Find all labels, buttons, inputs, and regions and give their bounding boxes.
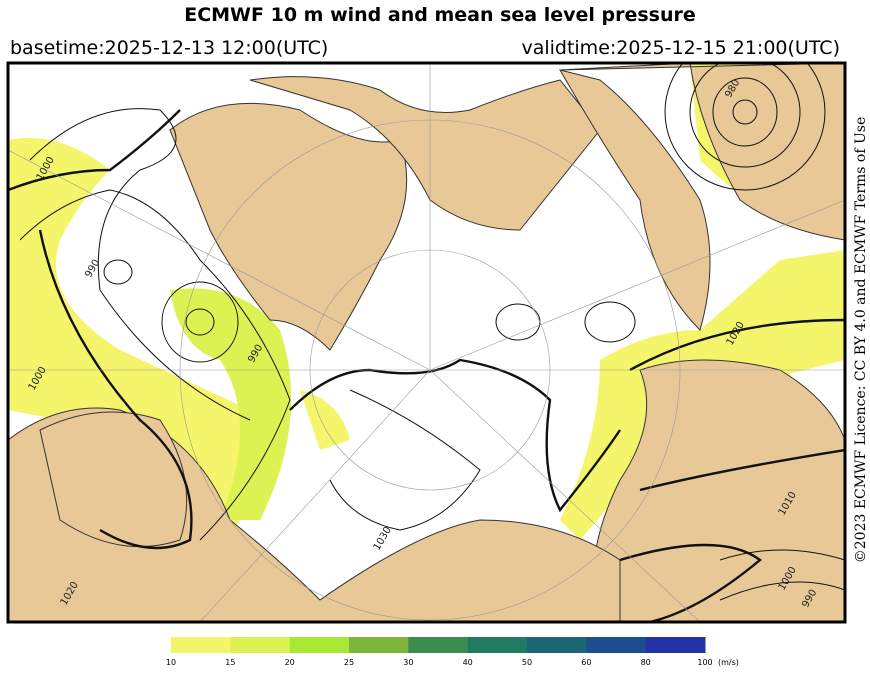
- colorbar-swatch: [289, 637, 350, 653]
- colorbar-label: 20: [285, 658, 295, 667]
- colorbar-label: 50: [522, 658, 532, 667]
- title: ECMWF 10 m wind and mean sea level press…: [184, 4, 696, 26]
- colorbar-label: 60: [581, 658, 591, 667]
- colorbar-swatch: [586, 637, 647, 653]
- copyright: ©2023 ECMWF Licence: CC BY 4.0 and ECMWF…: [853, 117, 869, 564]
- colorbar-swatch: [408, 637, 469, 653]
- colorbar-label: 10: [166, 658, 176, 667]
- colorbar-swatch: [230, 637, 291, 653]
- colorbar-swatch: [171, 637, 231, 653]
- colorbar-label: 40: [463, 658, 473, 667]
- colorbar-swatch: [467, 637, 528, 653]
- colorbar-label: 25: [344, 658, 354, 667]
- validtime: validtime:2025-12-15 21:00(UTC): [521, 37, 840, 59]
- colorbar-swatch: [645, 637, 706, 653]
- colorbar-label: 100: [697, 658, 712, 667]
- colorbar-swatch: [349, 637, 409, 653]
- colorbar-label: 80: [641, 658, 651, 667]
- colorbar-label: 15: [225, 658, 235, 667]
- colorbar-swatch: [527, 637, 587, 653]
- colorbar-label: 30: [403, 658, 413, 667]
- basetime: basetime:2025-12-13 12:00(UTC): [10, 37, 328, 59]
- colorbar-unit: (m/s): [718, 658, 739, 667]
- colorbar: 10 15 20 25 30 40 50 60 80 100 (m/s): [166, 637, 739, 667]
